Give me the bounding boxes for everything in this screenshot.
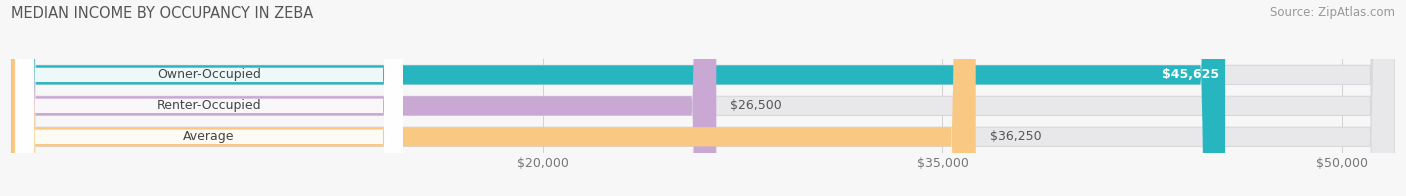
FancyBboxPatch shape [11,0,1395,196]
Text: Owner-Occupied: Owner-Occupied [157,68,262,81]
FancyBboxPatch shape [15,0,402,196]
FancyBboxPatch shape [11,0,1225,196]
Text: Source: ZipAtlas.com: Source: ZipAtlas.com [1270,6,1395,19]
Text: Average: Average [183,130,235,143]
Text: MEDIAN INCOME BY OCCUPANCY IN ZEBA: MEDIAN INCOME BY OCCUPANCY IN ZEBA [11,6,314,21]
FancyBboxPatch shape [15,0,402,196]
Text: $26,500: $26,500 [730,99,782,112]
Text: $36,250: $36,250 [990,130,1042,143]
FancyBboxPatch shape [15,0,402,196]
FancyBboxPatch shape [11,0,976,196]
Text: Renter-Occupied: Renter-Occupied [157,99,262,112]
FancyBboxPatch shape [11,0,1395,196]
FancyBboxPatch shape [11,0,1395,196]
Text: $45,625: $45,625 [1163,68,1219,81]
FancyBboxPatch shape [11,0,716,196]
